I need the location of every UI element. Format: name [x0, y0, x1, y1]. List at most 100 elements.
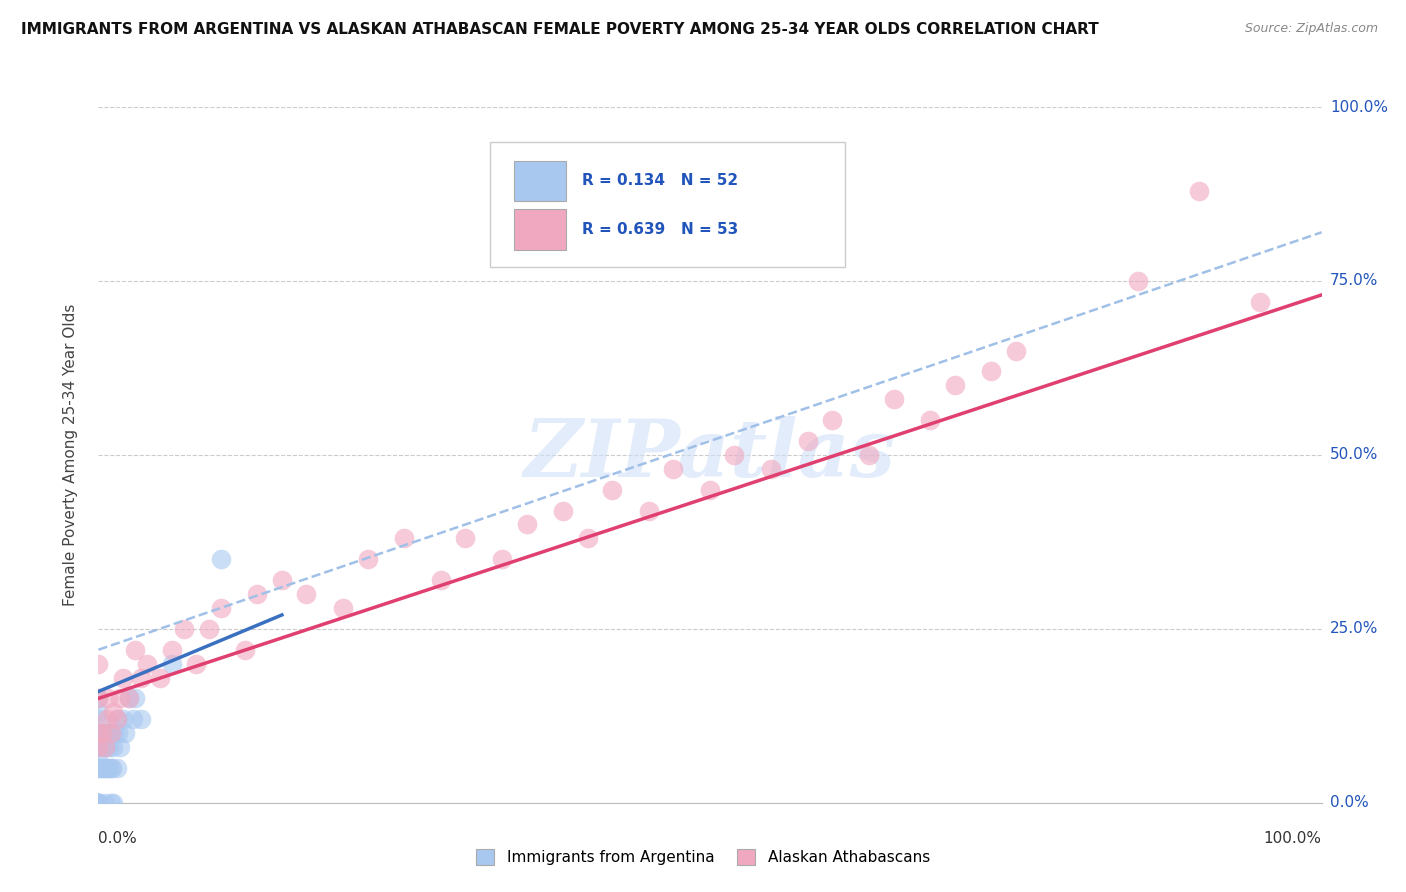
Point: [1128, 274, 1150, 288]
Point: [87, 796, 110, 810]
Point: [1004, 343, 1026, 358]
Point: [246, 587, 269, 601]
Point: [91, 726, 114, 740]
Text: IMMIGRANTS FROM ARGENTINA VS ALASKAN ATHABASCAN FEMALE POVERTY AMONG 25-34 YEAR : IMMIGRANTS FROM ARGENTINA VS ALASKAN ATH…: [21, 22, 1099, 37]
Point: [114, 726, 136, 740]
Point: [105, 712, 128, 726]
Point: [124, 642, 146, 657]
Point: [553, 503, 575, 517]
Point: [858, 448, 880, 462]
Point: [149, 671, 172, 685]
Point: [87, 726, 110, 740]
Point: [233, 642, 256, 657]
Point: [101, 761, 124, 775]
Point: [430, 573, 453, 587]
Point: [90, 761, 112, 775]
Point: [87, 796, 110, 810]
Point: [87, 726, 110, 740]
Point: [491, 552, 513, 566]
Point: [332, 601, 354, 615]
Point: [980, 364, 1002, 378]
Point: [209, 601, 232, 615]
FancyBboxPatch shape: [515, 161, 565, 201]
Point: [101, 706, 124, 720]
Point: [197, 622, 219, 636]
Text: R = 0.639   N = 53: R = 0.639 N = 53: [582, 222, 738, 237]
Point: [87, 747, 110, 761]
Point: [87, 796, 110, 810]
Point: [111, 671, 134, 685]
Point: [160, 657, 183, 671]
Text: 75.0%: 75.0%: [1330, 274, 1378, 288]
Point: [943, 378, 966, 392]
Point: [91, 726, 114, 740]
Point: [1188, 184, 1211, 198]
Text: 100.0%: 100.0%: [1264, 831, 1322, 846]
Point: [101, 740, 124, 755]
Point: [87, 796, 110, 810]
Point: [103, 726, 125, 740]
Text: Source: ZipAtlas.com: Source: ZipAtlas.com: [1244, 22, 1378, 36]
Point: [93, 761, 115, 775]
Point: [97, 726, 120, 740]
Point: [87, 796, 110, 810]
Point: [98, 740, 121, 755]
Point: [87, 796, 110, 810]
Point: [454, 532, 477, 546]
Point: [87, 726, 110, 740]
Point: [97, 761, 120, 775]
Point: [136, 657, 159, 671]
FancyBboxPatch shape: [489, 142, 845, 267]
Point: [699, 483, 721, 497]
Point: [1249, 294, 1271, 309]
Point: [87, 796, 110, 810]
Point: [96, 726, 118, 740]
Legend: Immigrants from Argentina, Alaskan Athabascans: Immigrants from Argentina, Alaskan Athab…: [470, 843, 936, 871]
Point: [111, 712, 134, 726]
Point: [96, 712, 118, 726]
Text: 0.0%: 0.0%: [98, 831, 138, 846]
Point: [129, 712, 152, 726]
Point: [91, 740, 114, 755]
Point: [93, 740, 115, 755]
Point: [723, 448, 745, 462]
Point: [93, 796, 115, 810]
Point: [87, 691, 110, 706]
Point: [97, 691, 120, 706]
Text: ZIPatlas: ZIPatlas: [524, 417, 896, 493]
Point: [87, 761, 110, 775]
Point: [270, 573, 294, 587]
Point: [515, 517, 537, 532]
Point: [295, 587, 318, 601]
Point: [118, 691, 141, 706]
Point: [107, 726, 129, 740]
Text: R = 0.134   N = 52: R = 0.134 N = 52: [582, 173, 738, 188]
Point: [356, 552, 378, 566]
Point: [96, 761, 118, 775]
Point: [101, 796, 124, 810]
Point: [100, 726, 122, 740]
Point: [821, 413, 844, 427]
Point: [392, 532, 416, 546]
Point: [87, 740, 110, 755]
Point: [100, 796, 122, 810]
Point: [600, 483, 623, 497]
Point: [91, 761, 114, 775]
Point: [209, 552, 232, 566]
Point: [173, 622, 195, 636]
Point: [87, 691, 110, 706]
Point: [87, 761, 110, 775]
Point: [637, 503, 661, 517]
Point: [100, 761, 122, 775]
Point: [87, 740, 110, 755]
Point: [87, 712, 110, 726]
Point: [94, 740, 117, 755]
Point: [121, 712, 143, 726]
Text: 50.0%: 50.0%: [1330, 448, 1378, 462]
Point: [883, 392, 905, 407]
Point: [100, 726, 122, 740]
Text: 25.0%: 25.0%: [1330, 622, 1378, 636]
Point: [87, 657, 110, 671]
Point: [118, 691, 141, 706]
Point: [87, 726, 110, 740]
